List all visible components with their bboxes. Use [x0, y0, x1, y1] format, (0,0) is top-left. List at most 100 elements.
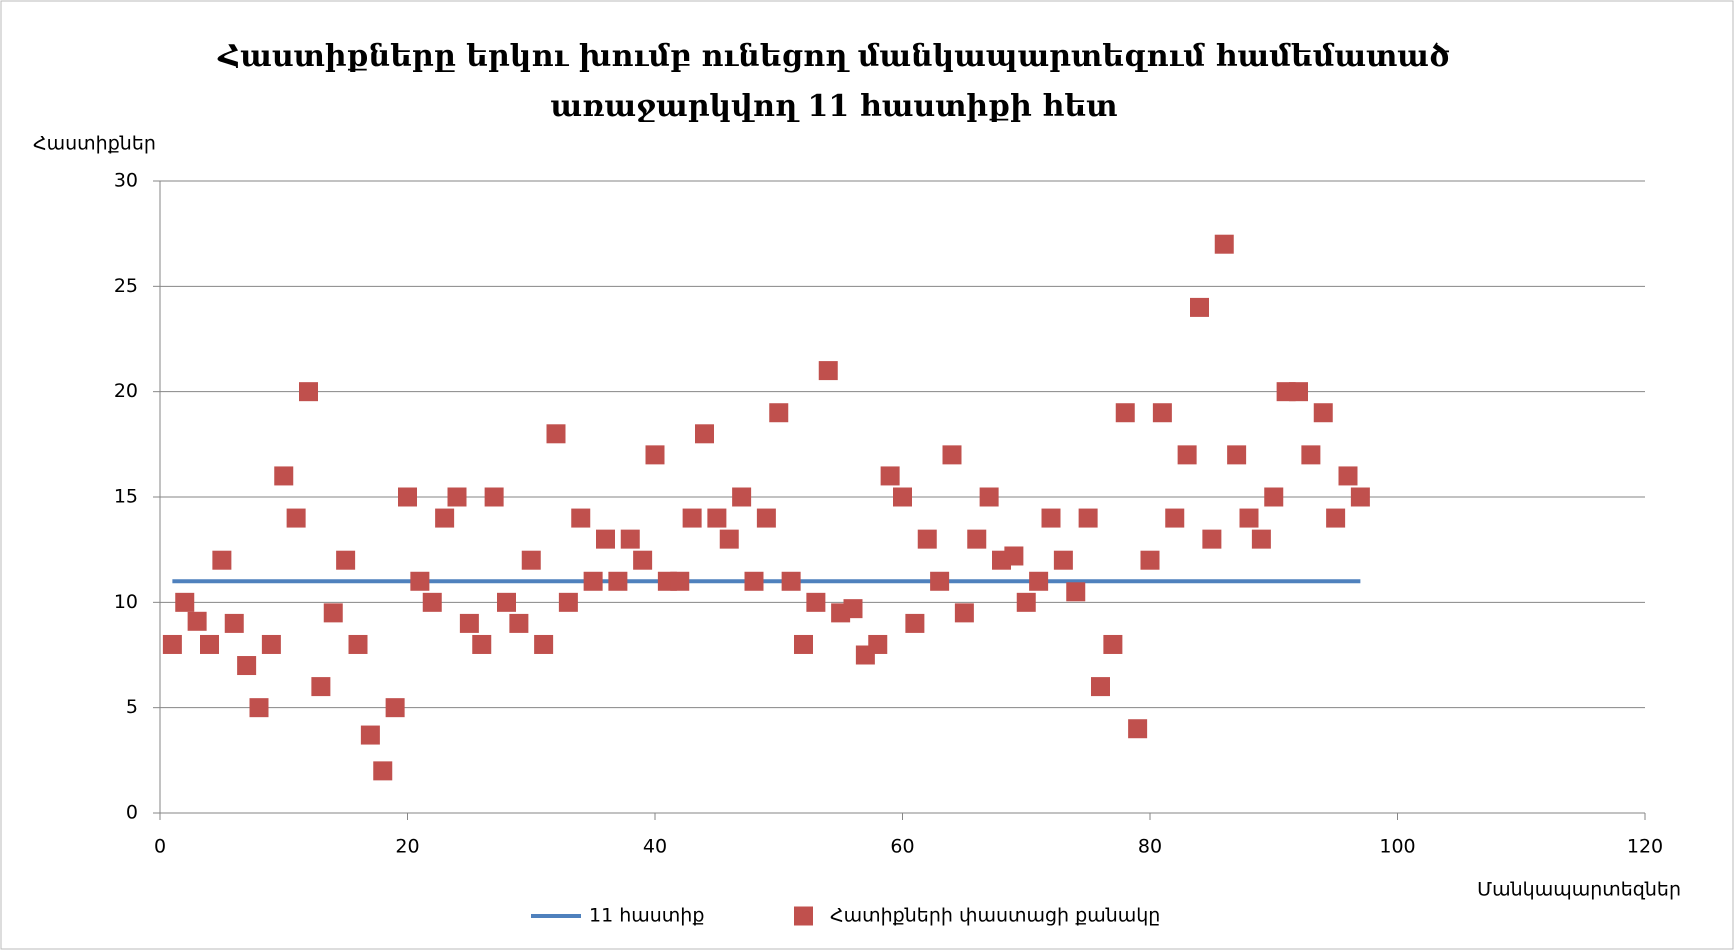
- marker: [744, 571, 764, 591]
- marker: [818, 361, 838, 381]
- marker: [1177, 445, 1197, 465]
- marker: [769, 403, 789, 423]
- marker: [905, 613, 925, 633]
- marker: [1165, 508, 1185, 528]
- marker: [880, 466, 900, 486]
- marker: [620, 529, 640, 549]
- marker: [497, 592, 516, 612]
- marker: [596, 529, 615, 549]
- marker: [645, 445, 665, 465]
- marker: [1041, 508, 1061, 528]
- y-tick-label: 0: [126, 802, 138, 824]
- marker: [1029, 571, 1049, 591]
- marker: [484, 487, 504, 507]
- marker: [633, 550, 653, 570]
- marker: [299, 382, 318, 402]
- marker: [1115, 403, 1135, 423]
- marker: [1152, 403, 1172, 423]
- x-tick-label: 40: [643, 836, 667, 858]
- legend-label: Հատիքների փաստացի քանակը: [830, 905, 1160, 927]
- marker: [806, 592, 826, 612]
- marker: [1350, 487, 1370, 507]
- marker: [546, 424, 566, 444]
- marker: [707, 508, 727, 528]
- marker: [583, 571, 603, 591]
- y-tick-label: 5: [126, 696, 138, 718]
- marker: [756, 508, 776, 528]
- marker: [1214, 234, 1234, 254]
- marker: [558, 592, 578, 612]
- marker: [534, 634, 554, 654]
- marker: [1239, 508, 1259, 528]
- marker: [422, 592, 442, 612]
- marker: [979, 487, 999, 507]
- marker: [459, 613, 479, 633]
- marker: [212, 550, 232, 570]
- marker: [1140, 550, 1160, 570]
- marker: [398, 487, 417, 507]
- marker: [348, 634, 368, 654]
- marker: [187, 611, 207, 631]
- marker: [794, 634, 813, 654]
- marker: [670, 571, 690, 591]
- marker: [261, 634, 281, 654]
- marker: [682, 508, 702, 528]
- y-tick-label: 25: [114, 275, 138, 297]
- marker: [435, 508, 455, 528]
- marker: [336, 550, 356, 570]
- marker: [1091, 677, 1110, 697]
- marker: [249, 698, 269, 718]
- x-tick-label: 120: [1627, 836, 1663, 858]
- marker: [1190, 297, 1209, 317]
- marker: [1251, 529, 1271, 549]
- marker: [274, 466, 294, 486]
- marker: [237, 656, 257, 676]
- marker: [521, 550, 541, 570]
- x-tick-label: 100: [1379, 836, 1415, 858]
- marker: [1326, 508, 1346, 528]
- legend-symbol: [794, 906, 813, 926]
- y-tick-label: 20: [114, 380, 138, 402]
- marker: [1338, 466, 1358, 486]
- marker: [472, 634, 492, 654]
- marker: [1313, 403, 1333, 423]
- marker: [509, 613, 529, 633]
- marker: [1202, 529, 1222, 549]
- marker: [323, 603, 343, 623]
- marker: [719, 529, 739, 549]
- y-tick-label: 15: [114, 486, 138, 508]
- marker: [311, 677, 331, 697]
- marker: [608, 571, 628, 591]
- marker: [954, 603, 974, 623]
- marker: [162, 634, 182, 654]
- marker: [930, 571, 950, 591]
- marker: [1004, 546, 1024, 566]
- y-tick-label: 30: [114, 170, 138, 192]
- y-tick-label: 10: [114, 591, 138, 613]
- y-axis-label: Հաստիքներ: [33, 133, 156, 155]
- x-axis-label: Մանկապարտեզներ: [1477, 879, 1681, 901]
- marker: [1016, 592, 1036, 612]
- marker: [571, 508, 591, 528]
- x-tick-label: 0: [154, 836, 166, 858]
- marker: [410, 571, 430, 591]
- marker: [200, 634, 219, 654]
- marker: [843, 599, 863, 619]
- x-tick-label: 20: [395, 836, 419, 858]
- marker: [695, 424, 714, 444]
- chart-title: Հաստիքները երկու խումբ ունեցող մանկապարտ…: [217, 39, 1450, 74]
- marker: [224, 613, 244, 633]
- marker: [1128, 719, 1148, 739]
- marker: [1301, 445, 1321, 465]
- marker: [781, 571, 801, 591]
- marker: [286, 508, 306, 528]
- x-tick-label: 80: [1138, 836, 1162, 858]
- marker: [1227, 445, 1247, 465]
- marker: [893, 487, 912, 507]
- marker: [360, 725, 380, 745]
- chart-title: առաջարկվող 11 հաստիքի հետ: [551, 89, 1118, 124]
- marker: [1289, 382, 1308, 402]
- marker: [1103, 634, 1123, 654]
